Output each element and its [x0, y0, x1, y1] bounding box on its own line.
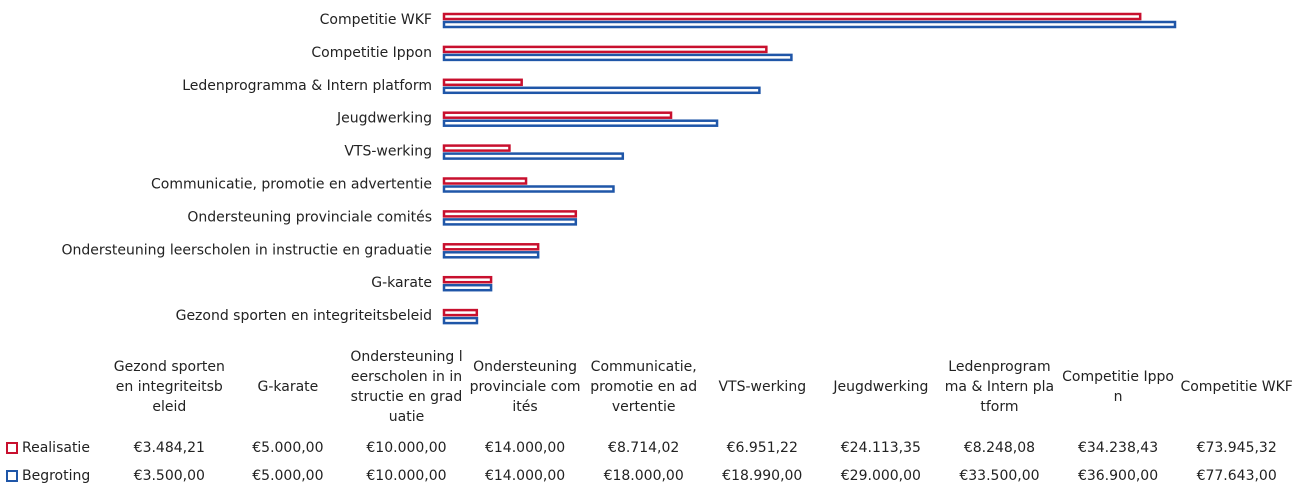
column-header: Jeugdwerking	[833, 379, 929, 395]
bar	[442, 308, 479, 317]
category-label: Competitie Ippon	[311, 45, 432, 61]
data-row: Realisatie €3.484,21 €5.000,00 €10.000,00 €1…	[0, 434, 1296, 462]
value-cell: €5.000,00	[252, 440, 324, 456]
bar	[442, 111, 673, 119]
bar	[442, 12, 1142, 21]
bar	[442, 251, 540, 259]
bar	[442, 243, 540, 251]
value-cell: €8.714,02	[608, 440, 680, 456]
bar	[442, 86, 761, 95]
value-cell: €3.500,00	[133, 468, 205, 484]
category-label: G-karate	[371, 275, 432, 291]
category-label: VTS-werking	[344, 144, 432, 160]
bar	[442, 275, 493, 284]
chart: Gezond sporten en integriteitsbeleid G-ka…	[61, 12, 1177, 325]
bar	[442, 210, 578, 218]
bar	[442, 152, 625, 160]
value-cell: €34.238,43	[1077, 440, 1159, 456]
header-row: Gezond sporten en integriteitsbeleid G-ka…	[0, 340, 1296, 434]
value-cell: €14.000,00	[484, 440, 566, 456]
bar	[442, 283, 493, 292]
column-header: G-karate	[257, 379, 319, 395]
category-label: Ondersteuning leerscholen in instructie …	[61, 242, 432, 258]
column-header: Gezond sporten en integriteitsbeleid	[113, 359, 225, 415]
data-table: Gezond sporten en integriteitsbeleid G-ka…	[0, 340, 1296, 490]
bar	[442, 20, 1177, 29]
value-cell: €36.900,00	[1077, 468, 1159, 484]
value-cell: €3.484,21	[133, 440, 205, 456]
value-cell: €29.000,00	[840, 468, 921, 484]
value-cell: €24.113,35	[840, 440, 921, 456]
category-label: Jeugdwerking	[336, 111, 432, 127]
value-cell: €10.000,00	[366, 468, 447, 484]
column-header: Communicatie, promotie en advertentie	[590, 359, 698, 415]
column-header: Competitie WKF	[1180, 379, 1293, 395]
value-cell: €33.500,00	[959, 468, 1040, 484]
column-header: Ondersteuning provinciale comités	[469, 359, 581, 415]
bar	[442, 185, 615, 193]
category-label: Ledenprogramma & Intern platform	[182, 78, 432, 94]
value-cell: €18.990,00	[722, 468, 803, 484]
value-cell: €6.951,22	[726, 440, 798, 456]
legend-label: Realisatie	[22, 440, 90, 456]
value-cell: €5.000,00	[252, 468, 324, 484]
legend-swatch	[6, 470, 18, 482]
category-label: Ondersteuning provinciale comités	[187, 209, 432, 225]
row-header: Begroting	[0, 462, 110, 490]
bar	[442, 177, 528, 185]
value-cell: €18.000,00	[603, 468, 684, 484]
column-header: Ledenprogramma & Intern platform	[944, 359, 1055, 415]
row-header: Realisatie	[0, 434, 110, 462]
data-row: Begroting €3.500,00 €5.000,00 €10.000,00 €14…	[0, 462, 1296, 490]
legend-swatch	[6, 442, 18, 454]
category-label: Competitie WKF	[320, 12, 432, 28]
corner	[0, 340, 110, 434]
value-cell: €14.000,00	[484, 468, 566, 484]
bar	[442, 144, 511, 152]
category-label: Gezond sporten en integriteitsbeleid	[176, 308, 432, 324]
value-cell: €73.945,32	[1196, 440, 1277, 456]
column-header: Ondersteuning leerscholen in instructie …	[350, 349, 463, 425]
value-cell: €77.643,00	[1196, 468, 1277, 484]
value-cell: €10.000,00	[366, 440, 447, 456]
legend-label: Begroting	[22, 468, 91, 484]
column-header: Competitie Ippon	[1062, 369, 1174, 405]
bar	[442, 78, 523, 87]
value-cell: €8.248,08	[963, 440, 1036, 456]
category-label: Communicatie, promotie en advertentie	[151, 177, 432, 193]
bar	[442, 119, 719, 127]
bar	[442, 53, 793, 62]
bar	[442, 316, 479, 325]
bar	[442, 45, 768, 54]
bar	[442, 218, 578, 226]
column-header: VTS-werking	[718, 379, 807, 395]
